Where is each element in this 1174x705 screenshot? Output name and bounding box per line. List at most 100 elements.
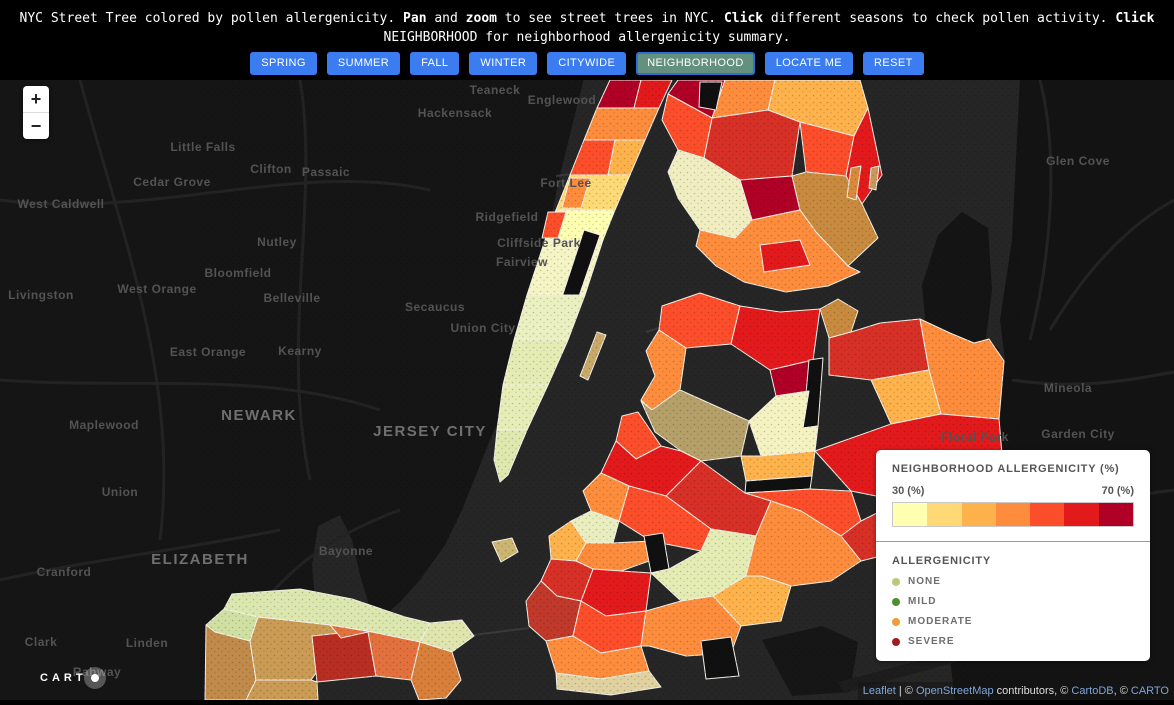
header: NYC Street Tree colored by pollen allerg… [0,0,1174,80]
map-label: ELIZABETH [151,551,249,568]
toolbar: SPRING SUMMER FALL WINTER CITYWIDE NEIGHBORHO… [0,52,1174,75]
map-label: Little Falls [170,140,235,154]
neighborhood-polygon[interactable] [596,79,642,109]
legend-panel: NEIGHBORHOOD ALLERGENICITY (%) 30 (%) 70… [876,450,1150,661]
button-citywide[interactable]: CITYWIDE [547,52,627,75]
neighborhood-polygon[interactable] [607,139,646,176]
map-label: West Caldwell [18,197,105,211]
zoom-out-button[interactable]: − [30,115,42,136]
map-label: East Orange [170,345,246,359]
header-text-segment: Pan [403,11,427,26]
neighborhood-polygon[interactable] [493,429,528,483]
legend-choropleth-title: NEIGHBORHOOD ALLERGENICITY (%) [892,463,1120,475]
map-label: Fairview [496,255,548,269]
neighborhood-polygon[interactable] [491,537,519,563]
neighborhood-polygon[interactable] [496,384,549,431]
category-dot-icon [892,617,900,626]
carto-logo-text: CART [40,672,87,684]
category-label: MILD [908,596,937,607]
zoom-in-button[interactable]: + [23,86,49,113]
header-description: NYC Street Tree colored by pollen allerg… [0,0,1174,47]
neighborhood-polygon[interactable] [730,305,821,371]
map-label: Bayonne [319,544,373,558]
header-text-segment: NEIGHBORHOOD for neighborhood allergenic… [383,30,791,45]
map-label: Englewood [528,93,597,107]
button-summer[interactable]: SUMMER [326,52,401,75]
neighborhood-polygon[interactable] [569,139,616,176]
map-label: Garden City [1041,427,1115,441]
legend-item-severe: SEVERE [892,636,1134,647]
ramp-swatch [1064,503,1099,526]
button-neighborhood[interactable]: NEIGHBORHOOD [636,52,755,75]
map-label: Union City [451,321,516,335]
zoom-control: + − [23,86,49,139]
button-reset[interactable]: RESET [863,52,924,75]
header-text-segment: zoom [465,11,497,26]
legend-item-none: NONE [892,576,1134,587]
ramp-swatch [995,503,1031,526]
legend-item-moderate: MODERATE [892,616,1134,627]
attribution-link[interactable]: Leaflet [862,685,896,697]
category-label: SEVERE [908,636,955,647]
carto-logo: CART [40,667,106,689]
neighborhood-polygon[interactable] [513,294,586,341]
button-winter[interactable]: WINTER [469,52,538,75]
ramp-swatch [927,503,962,526]
category-dot-icon [892,597,900,606]
attribution-link[interactable]: CARTO [1130,685,1169,697]
button-fall[interactable]: FALL [410,52,460,75]
map-label: Teaneck [470,83,521,97]
attribution-link[interactable]: OpenStreetMap [915,685,994,697]
map-label: Linden [126,636,168,650]
attribution-text: contributors, © [993,685,1072,697]
ramp-swatch [893,503,928,526]
map-label: Clifton [250,162,292,176]
map-label: NEWARK [221,407,297,424]
neighborhood-polygon[interactable] [583,107,660,141]
attribution: Leaflet | © OpenStreetMap contributors, … [857,682,1174,700]
legend-category-title: ALLERGENICITY [892,555,992,567]
basemap-road [1048,198,1174,331]
map-label: Mineola [1044,381,1092,395]
header-text-segment: NYC Street Tree colored by pollen allerg… [19,11,404,26]
basemap-road [465,627,530,637]
map-label: Hackensack [418,106,492,120]
map-label: JERSEY CITY [373,423,487,440]
color-ramp [892,502,1134,527]
button-locate-me[interactable]: LOCATE ME [764,52,854,75]
map-container[interactable]: Teaneck Englewood Hackensack Little Falls Cl… [0,78,1174,702]
header-text-segment: to see street trees in NYC. [496,11,724,26]
neighborhood-polygon[interactable] [868,165,880,191]
map-label: Rahway [73,665,121,679]
attribution-link[interactable]: CartoDB [1071,685,1114,697]
map-labels-layer: Teaneck Englewood Hackensack Little Falls Cl… [8,83,1115,679]
attribution-text: | © [895,685,916,697]
map-label: Bloomfield [205,266,272,280]
map-label: Clark [25,635,58,649]
map-label: Passaic [302,165,350,179]
category-dot-icon [892,577,900,586]
neighborhood-polygon[interactable] [579,331,607,381]
map-label: Belleville [263,291,320,305]
basemap-road [1028,79,1053,341]
header-text-segment: Click [1115,11,1155,26]
legend-max-label: 70 (%) [1101,485,1134,497]
ramp-swatch [1098,503,1133,526]
map-label: Ridgefield [475,210,538,224]
neighborhood-polygon[interactable] [502,339,569,386]
map-label: Nutley [257,235,297,249]
legend-range: 30 (%) 70 (%) [892,485,1134,497]
map-label: Union [102,485,139,499]
legend-category-list: NONE MILD MODERATE SEVERE [892,576,1134,647]
button-spring[interactable]: SPRING [250,52,317,75]
map-label: Fort Lee [540,176,591,190]
neighborhood-polygon[interactable] [245,679,319,701]
legend-choropleth-section: NEIGHBORHOOD ALLERGENICITY (%) 30 (%) 70… [876,450,1150,541]
map-label: Glen Cove [1046,154,1110,168]
ramp-swatch [1030,503,1065,526]
category-dot-icon [892,637,900,646]
carto-logo-icon [83,667,106,689]
map-label: Floral Park [941,430,1009,444]
legend-category-section: ALLERGENICITY NONE MILD MODERATE SEVERE [876,542,1150,661]
map-label: Livingston [8,288,74,302]
